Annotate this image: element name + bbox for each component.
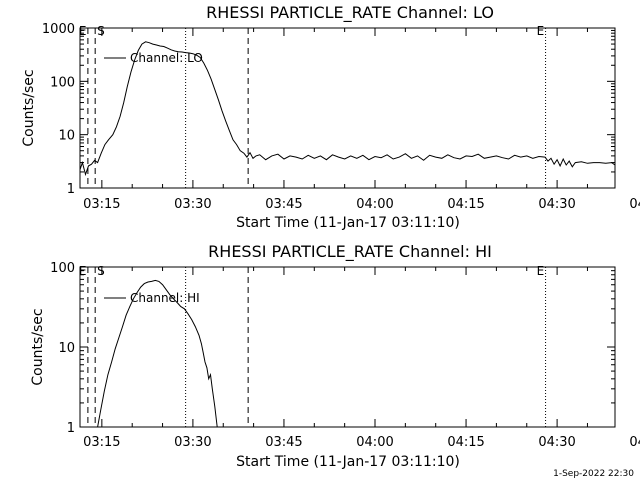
y-tick-label: 100 <box>50 75 75 90</box>
x-tick-label: 03:30 <box>174 435 211 450</box>
legend-hi: Channel: HI <box>104 291 200 305</box>
x-tick-label: 03:45 <box>265 197 302 212</box>
plot-frame-hi <box>79 266 616 428</box>
y-tick-label: 1 <box>67 421 75 436</box>
y-tick-label: 10 <box>58 129 75 144</box>
event-label: S <box>97 24 105 38</box>
y-tick-labels-lo: 1 10 100 1000 <box>42 22 615 197</box>
event-label: E <box>79 24 87 38</box>
x-tick-label: 04:00 <box>356 197 393 212</box>
event-label: E <box>537 24 545 38</box>
x-tick-labels-lo: 03:15 03:30 03:45 04:00 04:15 04:30 04:45 <box>83 28 640 212</box>
legend-lo: Channel: LO <box>104 51 203 65</box>
legend-label-hi: Channel: HI <box>130 291 200 305</box>
chart-title-lo: RHESSI PARTICLE_RATE Channel: LO <box>206 3 494 23</box>
x-tick-label: 04:45 <box>629 435 640 450</box>
x-tick-label: 04:15 <box>447 197 484 212</box>
chart-panel-hi: RHESSI PARTICLE_RATE Channel: HI Start T… <box>30 242 640 470</box>
event-label: E <box>79 264 87 278</box>
x-tick-label: 04:45 <box>629 197 640 212</box>
chart-title-hi: RHESSI PARTICLE_RATE Channel: HI <box>208 242 492 262</box>
chart-panel-lo: RHESSI PARTICLE_RATE Channel: LO Start T… <box>21 3 640 231</box>
event-label: E <box>537 264 545 278</box>
y-tick-label: 10 <box>58 341 75 356</box>
y-tick-labels-hi: 1 10 100 <box>50 261 615 436</box>
y-tick-label: 1000 <box>42 22 75 37</box>
x-tick-label: 04:00 <box>356 435 393 450</box>
plot-timestamp: 1-Sep-2022 22:30 <box>553 469 634 479</box>
x-tick-label: 03:15 <box>83 435 120 450</box>
event-label: S <box>97 264 105 278</box>
plot-frame-lo <box>79 27 616 189</box>
x-tick-label: 03:30 <box>174 197 211 212</box>
x-tick-label: 04:15 <box>447 435 484 450</box>
x-axis-label-lo: Start Time (11-Jan-17 03:11:10) <box>236 215 460 231</box>
legend-label-lo: Channel: LO <box>130 51 203 65</box>
x-tick-label: 03:45 <box>265 435 302 450</box>
x-tick-label: 04:30 <box>538 435 575 450</box>
x-tick-labels-hi: 03:15 03:30 03:45 04:00 04:15 04:30 04:45 <box>83 267 640 450</box>
series-line-hi <box>97 279 218 428</box>
series-line-lo <box>79 41 616 177</box>
y-axis-label-hi: Counts/sec <box>30 308 46 385</box>
y-tick-label: 1 <box>67 182 75 197</box>
y-axis-label-lo: Counts/sec <box>21 69 37 146</box>
x-axis-label-hi: Start Time (11-Jan-17 03:11:10) <box>236 454 460 470</box>
x-tick-label: 03:15 <box>83 197 120 212</box>
y-tick-label: 100 <box>50 261 75 276</box>
x-tick-label: 04:30 <box>538 197 575 212</box>
